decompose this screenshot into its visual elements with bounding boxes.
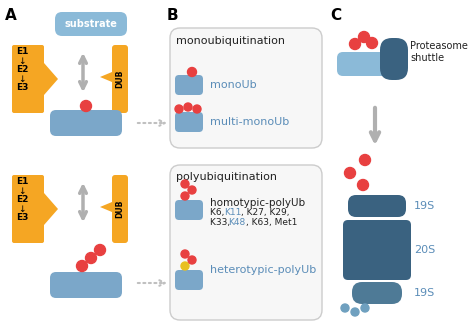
FancyBboxPatch shape	[337, 52, 389, 76]
Text: E1: E1	[16, 47, 28, 56]
Text: ↓: ↓	[18, 74, 26, 84]
Text: E2: E2	[16, 65, 28, 74]
Circle shape	[357, 180, 368, 191]
Circle shape	[81, 101, 91, 112]
FancyBboxPatch shape	[343, 220, 411, 280]
Text: DUB: DUB	[116, 70, 125, 88]
Circle shape	[181, 250, 189, 258]
Circle shape	[345, 168, 356, 179]
Text: 19S: 19S	[414, 201, 435, 211]
Text: C: C	[330, 8, 341, 23]
Circle shape	[181, 192, 189, 200]
Text: K33,: K33,	[210, 218, 233, 227]
Circle shape	[359, 154, 371, 165]
Text: E2: E2	[16, 196, 28, 205]
FancyBboxPatch shape	[380, 38, 408, 80]
Text: , K63, Met1: , K63, Met1	[246, 218, 297, 227]
Text: homotypic-polyUb: homotypic-polyUb	[210, 198, 305, 208]
Text: substrate: substrate	[64, 19, 118, 29]
Text: monoubiquitination: monoubiquitination	[176, 36, 285, 46]
Text: DUB: DUB	[116, 200, 125, 218]
FancyBboxPatch shape	[348, 195, 406, 217]
Text: E3: E3	[16, 213, 28, 222]
FancyBboxPatch shape	[170, 165, 322, 320]
Circle shape	[361, 304, 369, 312]
FancyBboxPatch shape	[175, 270, 203, 290]
FancyBboxPatch shape	[50, 272, 122, 298]
Text: 19S: 19S	[414, 288, 435, 298]
Text: E1: E1	[16, 178, 28, 187]
Text: multi-monoUb: multi-monoUb	[210, 117, 289, 127]
Circle shape	[351, 308, 359, 316]
Circle shape	[175, 105, 183, 113]
Circle shape	[181, 180, 189, 188]
Circle shape	[181, 262, 189, 270]
Text: , K27, K29,: , K27, K29,	[241, 208, 290, 217]
Circle shape	[184, 103, 192, 111]
Text: polyubiquitination: polyubiquitination	[176, 172, 277, 182]
FancyBboxPatch shape	[175, 75, 203, 95]
Text: ↓: ↓	[18, 56, 26, 65]
FancyBboxPatch shape	[175, 112, 203, 132]
FancyBboxPatch shape	[55, 12, 127, 36]
Text: K6,: K6,	[210, 208, 227, 217]
FancyBboxPatch shape	[112, 45, 128, 113]
FancyBboxPatch shape	[12, 175, 44, 243]
Text: A: A	[5, 8, 17, 23]
Circle shape	[349, 39, 361, 49]
Circle shape	[188, 186, 196, 194]
Text: ↓: ↓	[18, 187, 26, 196]
FancyBboxPatch shape	[112, 175, 128, 243]
Polygon shape	[44, 193, 58, 225]
Circle shape	[85, 253, 97, 264]
Circle shape	[188, 67, 197, 76]
Circle shape	[358, 32, 370, 42]
Polygon shape	[100, 72, 112, 82]
Text: K48: K48	[228, 218, 245, 227]
Text: heterotypic-polyUb: heterotypic-polyUb	[210, 265, 316, 275]
Circle shape	[341, 304, 349, 312]
Circle shape	[366, 38, 377, 48]
Polygon shape	[100, 202, 112, 212]
Text: monoUb: monoUb	[210, 80, 256, 90]
FancyBboxPatch shape	[175, 200, 203, 220]
Text: 20S: 20S	[414, 245, 435, 255]
Circle shape	[94, 244, 106, 256]
Text: Proteasome
shuttle: Proteasome shuttle	[410, 41, 468, 63]
FancyBboxPatch shape	[352, 282, 402, 304]
Text: K11: K11	[224, 208, 241, 217]
Text: ↓: ↓	[18, 205, 26, 213]
Polygon shape	[44, 63, 58, 95]
Circle shape	[188, 256, 196, 264]
FancyBboxPatch shape	[170, 28, 322, 148]
Text: B: B	[167, 8, 179, 23]
FancyBboxPatch shape	[50, 110, 122, 136]
Text: E3: E3	[16, 84, 28, 93]
Circle shape	[76, 261, 88, 272]
FancyBboxPatch shape	[12, 45, 44, 113]
Circle shape	[193, 105, 201, 113]
